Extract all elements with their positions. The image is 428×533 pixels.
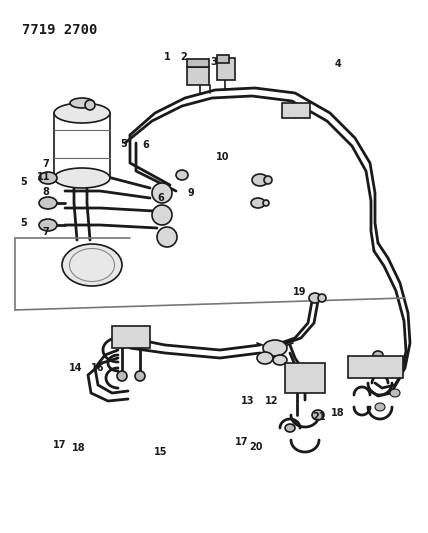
Text: 7: 7 [43, 227, 50, 237]
Text: 5: 5 [20, 177, 27, 187]
Ellipse shape [257, 352, 273, 364]
Text: 6: 6 [142, 140, 149, 150]
Bar [112, 326, 150, 348]
Ellipse shape [39, 172, 57, 184]
Ellipse shape [390, 389, 400, 397]
Bar [285, 363, 325, 393]
Text: 20: 20 [249, 442, 263, 451]
Ellipse shape [157, 227, 177, 247]
Text: 7: 7 [43, 159, 50, 168]
Ellipse shape [115, 330, 129, 344]
Ellipse shape [263, 340, 287, 356]
Ellipse shape [373, 351, 383, 359]
Bar [282, 103, 310, 118]
Ellipse shape [252, 174, 268, 186]
Text: 15: 15 [154, 447, 167, 457]
Text: 1: 1 [163, 52, 170, 62]
Text: 17: 17 [235, 438, 249, 447]
Text: 7719 2700: 7719 2700 [22, 23, 98, 37]
Ellipse shape [70, 98, 94, 108]
Ellipse shape [273, 355, 287, 365]
Ellipse shape [85, 100, 95, 110]
Text: 5: 5 [121, 139, 128, 149]
Ellipse shape [285, 424, 295, 432]
Ellipse shape [312, 410, 324, 420]
Text: 18: 18 [331, 408, 345, 418]
Text: 6: 6 [157, 193, 164, 203]
Ellipse shape [354, 360, 370, 374]
Ellipse shape [39, 197, 57, 209]
Ellipse shape [117, 371, 127, 381]
Ellipse shape [318, 294, 326, 302]
Ellipse shape [382, 360, 398, 374]
Text: 13: 13 [241, 396, 254, 406]
Bar [217, 58, 235, 80]
Text: 21: 21 [312, 412, 326, 422]
Ellipse shape [54, 103, 110, 123]
Text: 9: 9 [187, 188, 194, 198]
Ellipse shape [135, 371, 145, 381]
Ellipse shape [264, 176, 272, 184]
Text: 3: 3 [211, 57, 217, 67]
Text: 19: 19 [293, 287, 306, 296]
Text: 2: 2 [181, 52, 187, 62]
Ellipse shape [290, 376, 304, 390]
Ellipse shape [375, 403, 385, 411]
Bar [217, 55, 229, 63]
Text: 11: 11 [37, 173, 51, 182]
Ellipse shape [152, 205, 172, 225]
Ellipse shape [251, 198, 265, 208]
Bar [187, 67, 209, 85]
Ellipse shape [152, 183, 172, 203]
Ellipse shape [54, 168, 110, 188]
Text: 8: 8 [43, 187, 50, 197]
Ellipse shape [176, 170, 188, 180]
Text: 18: 18 [72, 443, 86, 453]
Text: 16: 16 [91, 363, 104, 373]
Text: 10: 10 [216, 152, 229, 162]
Ellipse shape [309, 293, 321, 303]
Text: 12: 12 [265, 396, 279, 406]
Text: 14: 14 [69, 363, 83, 373]
Bar [187, 59, 209, 67]
Ellipse shape [39, 219, 57, 231]
Ellipse shape [62, 244, 122, 286]
Ellipse shape [263, 200, 269, 206]
Text: 17: 17 [53, 440, 67, 450]
Text: 5: 5 [20, 218, 27, 228]
Text: 4: 4 [335, 59, 342, 69]
Bar [348, 356, 403, 378]
